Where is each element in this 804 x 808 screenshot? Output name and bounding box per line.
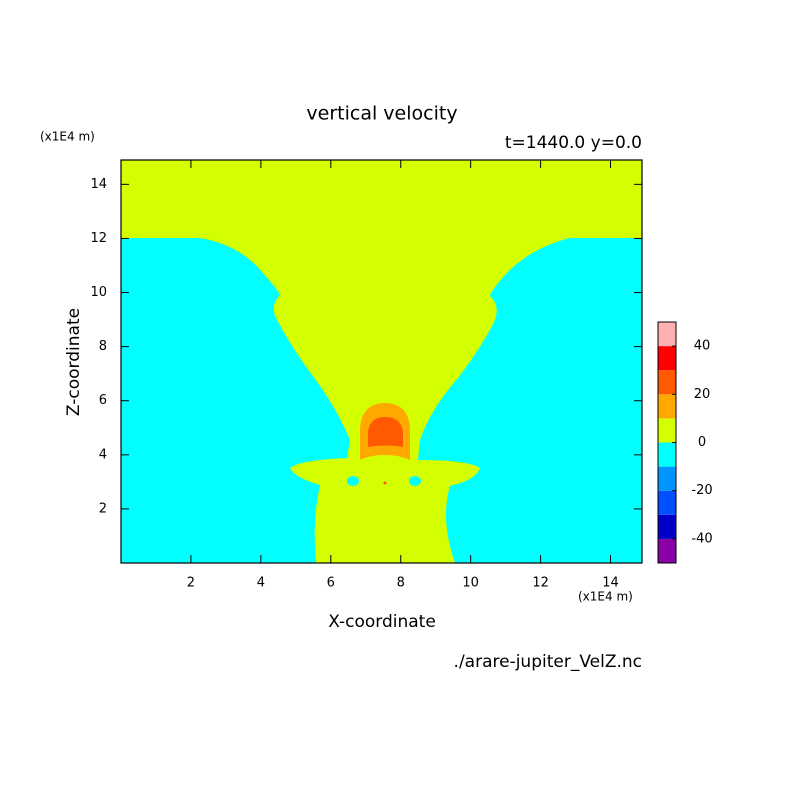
colorbar-segment	[658, 514, 676, 539]
x-tick-label: 4	[257, 576, 265, 591]
colorbar-segment	[658, 538, 676, 563]
colorbar-segment	[658, 322, 676, 347]
contour-region	[121, 238, 350, 563]
plot-frame	[120, 159, 643, 564]
x-tick-label: 10	[462, 576, 479, 591]
colorbar-segment	[658, 346, 676, 371]
y-tick-label: 2	[99, 501, 107, 516]
chart-title: vertical velocity	[306, 103, 457, 125]
x-unit: (x1E4 m)	[578, 590, 633, 604]
colorbar-tick-label: 20	[694, 387, 711, 402]
colorbar-segment	[658, 394, 676, 419]
source-label: ./arare-jupiter_VelZ.nc	[454, 652, 642, 672]
y-tick-label: 12	[90, 231, 107, 246]
x-tick-label: 8	[397, 576, 405, 591]
colorbar-segment	[658, 442, 676, 467]
contour-region	[409, 476, 421, 486]
contour-region	[368, 417, 403, 447]
x-axis-label: X-coordinate	[328, 612, 436, 632]
y-tick-label: 6	[99, 393, 107, 408]
y-tick-label: 4	[99, 447, 107, 462]
colorbar-segment	[658, 490, 676, 515]
chart-subtitle: t=1440.0 y=0.0	[505, 133, 642, 153]
colorbar-tick-label: -40	[691, 531, 712, 546]
contour-region	[383, 481, 387, 485]
contour-region	[418, 238, 642, 563]
y-tick-label: 14	[90, 177, 107, 192]
x-tick-label: 2	[187, 576, 195, 591]
colorbar-segment	[658, 418, 676, 443]
x-tick-label: 14	[602, 576, 619, 591]
contour-region	[347, 476, 359, 486]
colorbar-tick-label: 40	[694, 339, 711, 354]
y-tick-label: 8	[99, 339, 107, 354]
contour-field	[121, 160, 642, 563]
y-unit: (x1E4 m)	[40, 130, 95, 144]
colorbar-segment	[658, 466, 676, 491]
y-tick-label: 10	[90, 285, 107, 300]
colorbar-tick-label: -20	[691, 483, 712, 498]
colorbar-tick-label: 0	[698, 435, 706, 450]
x-tick-label: 12	[532, 576, 549, 591]
x-tick-label: 6	[327, 576, 335, 591]
colorbar-segment	[658, 370, 676, 395]
y-axis-label: Z-coordinate	[64, 308, 84, 416]
